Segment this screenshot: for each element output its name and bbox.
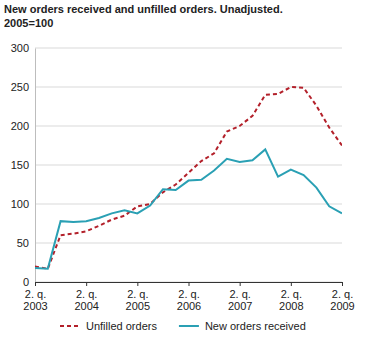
x-tick: 2. q.2005 (126, 282, 150, 312)
x-tick-mark (35, 282, 36, 286)
y-tick-label: 250 (11, 81, 29, 93)
x-tick: 2. q.2007 (228, 282, 252, 312)
y-tick-label: 100 (11, 198, 29, 210)
y-tick: 300 (11, 42, 35, 54)
series-line (35, 149, 342, 268)
x-tick: 2. q.2004 (74, 282, 98, 312)
grid-line (35, 48, 342, 49)
plot: 0501001502002503002. q.20032. q.20042. q… (11, 42, 355, 312)
x-tick-label: 2. q.2009 (330, 288, 354, 313)
y-tick: 0 (23, 276, 35, 288)
x-tick-label: 2. q.2003 (23, 288, 47, 313)
x-tick-label: 2. q.2008 (279, 288, 303, 313)
x-tick-mark (291, 282, 292, 286)
y-tick: 150 (11, 159, 35, 171)
legend-label: Unfilled orders (86, 320, 157, 332)
grid-line (35, 243, 342, 244)
y-tick-label: 200 (11, 120, 29, 132)
y-tick-label: 150 (11, 159, 29, 171)
y-tick: 100 (11, 198, 35, 210)
x-tick-mark (86, 282, 87, 286)
x-tick-mark (137, 282, 138, 286)
y-axis-line (35, 49, 36, 283)
legend-item: New orders received (179, 320, 306, 332)
y-tick: 200 (11, 120, 35, 132)
y-tick: 250 (11, 81, 35, 93)
x-tick: 2. q.2008 (279, 282, 303, 312)
x-axis-line (36, 283, 343, 287)
subtitle: 2005=100 (4, 17, 53, 29)
x-tick-label: 2. q.2005 (126, 288, 150, 313)
legend-swatch (179, 325, 199, 327)
x-tick: 2. q.2003 (23, 282, 47, 312)
x-tick-mark (342, 282, 343, 286)
grid-line (35, 165, 342, 166)
chart: New orders received and unfilled orders.… (0, 0, 369, 340)
grid (35, 48, 342, 282)
grid-line (35, 126, 342, 127)
x-tick: 2. q.2009 (330, 282, 354, 312)
lines (35, 87, 342, 269)
x-tick-mark (189, 282, 190, 286)
series-line (35, 87, 342, 269)
y-tick-label: 300 (11, 42, 29, 54)
legend: Unfilled orders New orders received (60, 320, 306, 332)
legend-label: New orders received (205, 320, 306, 332)
legend-swatch (60, 325, 80, 327)
y-axis: 0 50 100 150 200 250 300 (11, 42, 36, 288)
title: New orders received and unfilled orders.… (4, 3, 283, 15)
titles: New orders received and unfilled orders.… (4, 3, 283, 29)
x-tick-mark (240, 282, 241, 286)
x-tick-label: 2. q.2004 (74, 288, 98, 313)
x-tick-label: 2. q.2006 (177, 288, 201, 313)
grid-line (35, 204, 342, 205)
y-tick-label: 50 (17, 237, 29, 249)
y-tick-label: 0 (23, 276, 29, 288)
y-tick: 50 (17, 237, 35, 249)
x-tick: 2. q.2006 (177, 282, 201, 312)
legend-item: Unfilled orders (60, 320, 157, 332)
x-tick-label: 2. q.2007 (228, 288, 252, 313)
x-axis: 2. q.2003 2. q.2004 2. q.2005 2. q.2006 2. q… (23, 282, 354, 312)
